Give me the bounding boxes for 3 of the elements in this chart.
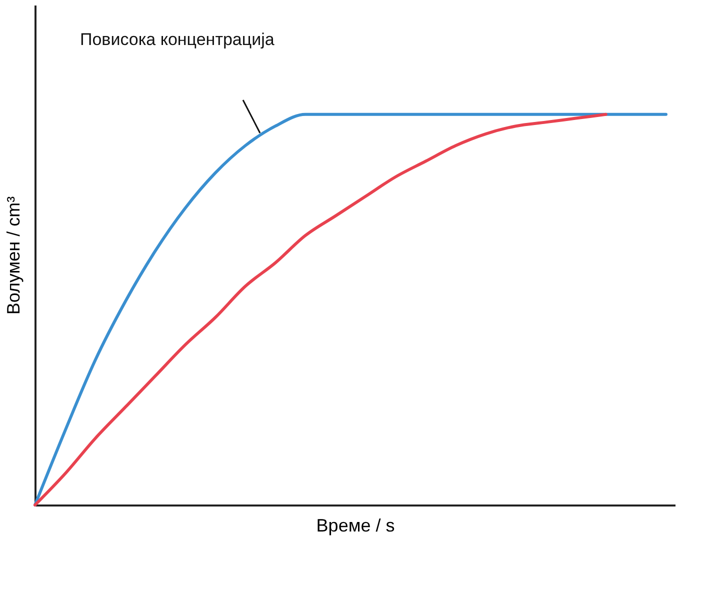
text: Повисока концентрација (80, 30, 275, 49)
y-axis-title: Волумен / cm³ (4, 196, 24, 315)
x-axis-title: Време / s (316, 516, 395, 536)
